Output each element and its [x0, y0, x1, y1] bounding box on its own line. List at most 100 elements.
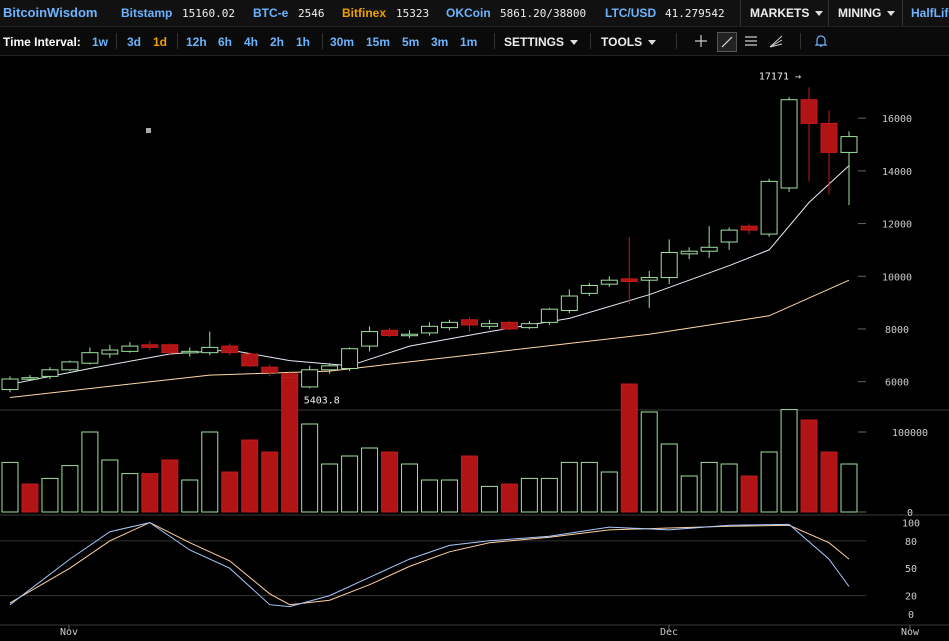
candle-body: [261, 366, 279, 373]
volume-bar: [81, 431, 99, 513]
candle-body: [401, 333, 419, 337]
candle: [480, 319, 498, 329]
market-name-okcoin[interactable]: OKCoin: [446, 6, 491, 20]
candle: [560, 289, 578, 314]
candle: [241, 352, 259, 368]
candle: [121, 342, 139, 353]
candle: [401, 330, 419, 339]
divider: [177, 33, 178, 49]
interval-1w[interactable]: 1w: [92, 35, 109, 49]
candle-body: [41, 369, 59, 377]
volume-bar: [421, 479, 438, 513]
candlestick-series: [1, 87, 858, 398]
interval-30m[interactable]: 30m: [330, 35, 355, 49]
interval-15m[interactable]: 15m: [366, 35, 391, 49]
candle-body: [101, 349, 119, 355]
candle: [680, 247, 698, 260]
chevron-down-icon: [648, 40, 657, 46]
volume-bar: [820, 451, 838, 513]
candle: [740, 223, 758, 235]
candle-body: [820, 122, 838, 153]
chevron-down-icon: [570, 40, 579, 46]
candle-body: [21, 377, 39, 380]
candle: [500, 321, 518, 331]
candle-body: [241, 353, 259, 367]
market-name-bitstamp[interactable]: Bitstamp: [121, 6, 173, 20]
volume-bar: [101, 459, 119, 513]
volume-bar: [341, 455, 359, 513]
candle-body: [780, 99, 798, 189]
stoch-tick-label: 100: [902, 519, 920, 530]
candle: [580, 282, 598, 297]
volume-tick-label: 0: [907, 508, 913, 519]
x-tick-label: Nov: [60, 627, 78, 638]
volume-bar: [301, 423, 319, 513]
interval-1h[interactable]: 1h: [296, 35, 311, 49]
volume-bar: [520, 477, 538, 513]
chart-annotations: 17171 → ← 5403.8: [292, 71, 801, 406]
candle: [1, 376, 19, 393]
fan-icon[interactable]: [767, 32, 785, 50]
candle-body: [740, 225, 758, 231]
candle: [600, 276, 618, 287]
candle-body: [480, 323, 498, 327]
interval-2h[interactable]: 2h: [270, 35, 285, 49]
volume-bar: [840, 463, 858, 513]
candle: [421, 322, 438, 336]
candle: [700, 226, 718, 258]
candle-body: [321, 365, 339, 371]
line-draw-icon[interactable]: [717, 32, 737, 52]
interval-6h[interactable]: 6h: [218, 35, 233, 49]
halflife-link[interactable]: HalfLife: [911, 6, 949, 20]
bell-icon[interactable]: [812, 32, 830, 50]
volume-bar: [600, 471, 618, 513]
interval-4h[interactable]: 4h: [244, 35, 259, 49]
brand-logo[interactable]: BitcoinWisdom: [3, 5, 98, 20]
volume-bar: [500, 483, 518, 513]
volume-bar: [700, 461, 718, 513]
market-price-ltcusd: 41.279542: [665, 7, 725, 20]
volume-bar: [181, 479, 199, 513]
volume-bar: [460, 455, 478, 513]
price-chart[interactable]: 17171 →← 5403.8 600080001000012000140001…: [0, 56, 949, 641]
candle: [141, 340, 159, 351]
candle-body: [580, 284, 598, 294]
volume-bar: [440, 479, 458, 513]
interval-3m[interactable]: 3m: [431, 35, 449, 49]
interval-1d[interactable]: 1d: [153, 35, 168, 49]
market-name-btce[interactable]: BTC-e: [253, 6, 289, 20]
volume-bar: [1, 461, 19, 513]
interval-3d[interactable]: 3d: [127, 35, 142, 49]
candle: [720, 227, 738, 250]
market-name-ltcusd[interactable]: LTC/USD: [605, 6, 657, 20]
fib-icon[interactable]: [742, 32, 760, 50]
crosshair-icon[interactable]: [692, 32, 710, 50]
volume-bar: [361, 447, 379, 513]
candle: [620, 236, 638, 304]
candle-body: [61, 361, 79, 371]
interval-1m[interactable]: 1m: [460, 35, 478, 49]
candle-body: [500, 321, 518, 330]
market-price-bitfinex: 15323: [396, 7, 430, 20]
divider: [800, 33, 801, 49]
interval-12h[interactable]: 12h: [186, 35, 207, 49]
stochastic-indicator: [9, 522, 850, 608]
volume-bar: [640, 411, 658, 513]
candle: [640, 270, 658, 308]
interval-5m[interactable]: 5m: [402, 35, 420, 49]
candle-body: [161, 344, 179, 354]
tools-menu[interactable]: TOOLS: [601, 35, 657, 49]
markets-menu[interactable]: MARKETS: [750, 6, 824, 20]
volume-bar: [21, 483, 39, 513]
settings-menu[interactable]: SETTINGS: [504, 35, 579, 49]
stoch-tick-label: 80: [905, 537, 917, 548]
ma-slow-line: [9, 279, 850, 398]
mining-menu[interactable]: MINING: [838, 6, 896, 20]
market-name-bitfinex[interactable]: Bitfinex: [342, 6, 387, 20]
candle-body: [700, 246, 718, 252]
divider: [116, 33, 117, 49]
candle-body: [141, 344, 159, 348]
volume-series: [1, 377, 858, 513]
candle-body: [620, 278, 638, 283]
candle-body: [640, 277, 658, 281]
